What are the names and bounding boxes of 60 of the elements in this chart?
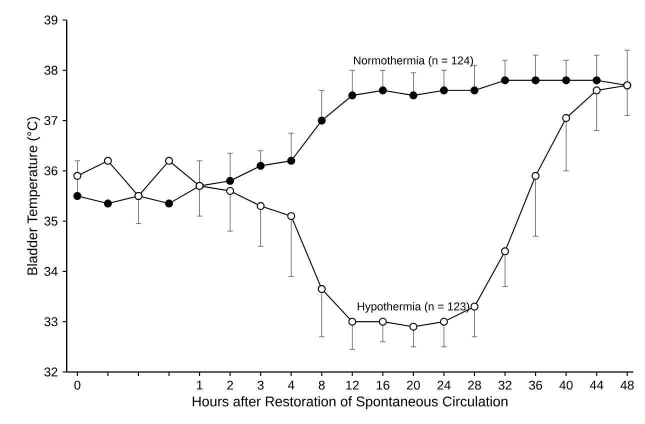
point bbox=[287, 212, 296, 220]
point bbox=[470, 86, 478, 94]
y-tick-label: 34 bbox=[44, 266, 58, 276]
x-tick-label: 2 bbox=[227, 380, 234, 390]
point bbox=[165, 156, 174, 165]
point bbox=[440, 86, 448, 94]
x-tick-label: 1 bbox=[197, 380, 202, 390]
point bbox=[592, 86, 601, 94]
x-tick-label: 36 bbox=[529, 380, 542, 390]
point bbox=[104, 200, 112, 208]
y-tick-label: 35 bbox=[44, 216, 58, 226]
x-tick-label: 16 bbox=[376, 380, 390, 390]
y-tick-label: 37 bbox=[44, 116, 58, 126]
point bbox=[592, 76, 601, 84]
point bbox=[562, 114, 570, 122]
x-tick-label: 3 bbox=[258, 380, 264, 390]
point bbox=[73, 172, 82, 180]
x-tick-label: 8 bbox=[318, 380, 325, 390]
point bbox=[440, 318, 448, 326]
y-tick-label: 36 bbox=[44, 166, 58, 176]
point bbox=[226, 176, 234, 185]
y-tick-label: 33 bbox=[44, 317, 58, 326]
point bbox=[256, 162, 265, 170]
point bbox=[501, 76, 510, 84]
series-label: Hypothermia (n = 123) bbox=[358, 302, 470, 313]
point bbox=[287, 156, 296, 165]
x-tick-label: 44 bbox=[590, 380, 604, 390]
point bbox=[226, 186, 234, 195]
point bbox=[348, 318, 356, 326]
point bbox=[532, 76, 540, 84]
x-tick-label: 32 bbox=[498, 380, 512, 390]
y-axis-title: Bladder Temperature (°C) bbox=[27, 117, 40, 275]
point bbox=[165, 200, 174, 208]
point bbox=[318, 285, 326, 294]
x-tick-label: 20 bbox=[406, 380, 420, 390]
y-tick-label: 32 bbox=[44, 368, 58, 376]
point bbox=[378, 318, 387, 326]
x-tick-label: 24 bbox=[438, 380, 451, 390]
point bbox=[409, 322, 418, 331]
y-tick-label: 39 bbox=[44, 16, 58, 24]
point bbox=[318, 116, 326, 125]
point bbox=[73, 192, 82, 200]
point bbox=[104, 156, 112, 165]
point bbox=[409, 91, 418, 100]
x-tick-label: 12 bbox=[346, 380, 359, 390]
point bbox=[256, 202, 265, 210]
x-axis-title: Hours after Restoration of Spontaneous Circulation bbox=[192, 396, 508, 410]
y-tick-label: 38 bbox=[44, 66, 58, 75]
x-tick-label: 0 bbox=[74, 380, 80, 390]
point bbox=[378, 86, 387, 94]
point bbox=[501, 247, 510, 256]
point bbox=[562, 76, 570, 84]
x-tick-label: 48 bbox=[620, 380, 634, 390]
point bbox=[532, 172, 540, 180]
x-tick-label: 4 bbox=[288, 380, 294, 390]
x-tick-label: 28 bbox=[468, 380, 481, 390]
point bbox=[470, 302, 478, 311]
series-label: Normothermia (n = 124) bbox=[354, 56, 473, 67]
point bbox=[348, 91, 356, 100]
x-tick-label: 40 bbox=[559, 380, 573, 390]
